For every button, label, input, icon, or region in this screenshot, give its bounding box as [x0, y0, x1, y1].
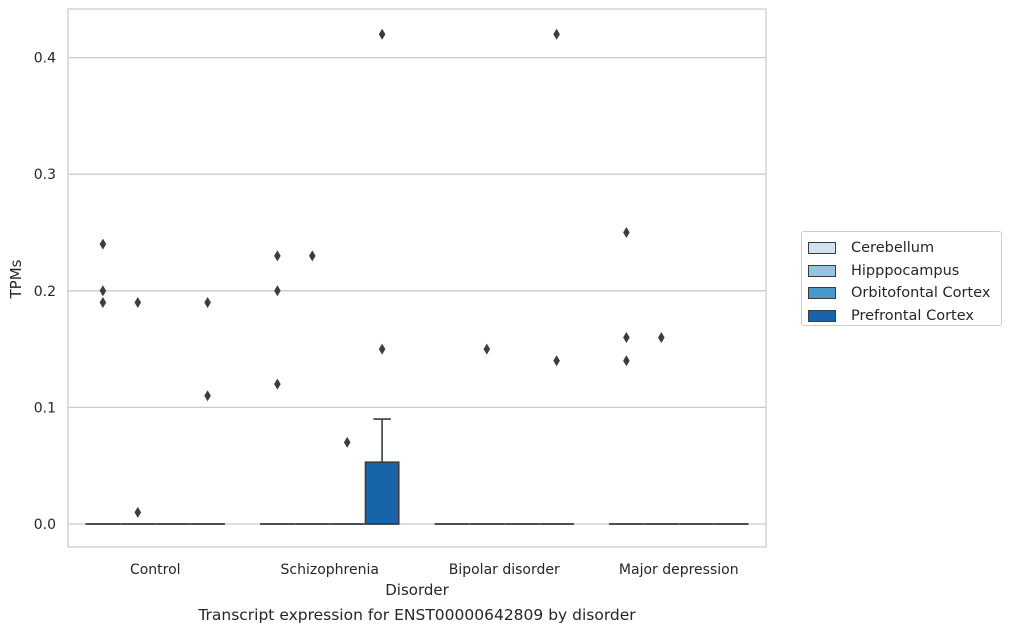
legend-label: Prefrontal Cortex: [851, 307, 974, 324]
y-tick-label: 0.1: [34, 400, 56, 416]
outlier-point: [274, 378, 281, 390]
legend-label: Orbitofontal Cortex: [851, 285, 991, 302]
outlier-point: [99, 238, 107, 250]
box-group: [190, 296, 226, 525]
box-group: [364, 28, 400, 525]
x-axis-title: Disorder: [385, 581, 449, 599]
y-tick-label: 0.4: [34, 51, 56, 67]
outlier-point: [343, 436, 351, 448]
box-group: [643, 331, 679, 525]
outlier-point: [309, 250, 316, 262]
outlier-point: [553, 28, 560, 40]
box-group: [85, 238, 121, 525]
legend-label: Hipppocampus: [851, 262, 960, 279]
y-tick-label: 0.0: [34, 517, 56, 533]
outlier-point: [483, 343, 491, 355]
plot-frame: [67, 8, 767, 548]
outlier-point: [134, 296, 142, 308]
box-group: [608, 227, 644, 525]
outlier-point: [99, 285, 107, 297]
box-group: [329, 436, 365, 525]
outlier-point: [378, 28, 386, 40]
outlier-point: [378, 343, 386, 355]
figure-caption: Transcript expression for ENST0000064280…: [198, 606, 636, 624]
legend-item: Cerebellum: [808, 237, 1001, 260]
y-axis-ticks: 0.0 0.1 0.2 0.3 0.4: [34, 51, 56, 533]
x-tick-label: Bipolar disorder: [449, 562, 560, 578]
y-axis-title: TPMs: [7, 259, 25, 299]
outlier-point: [204, 390, 211, 402]
legend-swatch: [808, 309, 836, 322]
x-tick-label: Control: [130, 562, 181, 578]
legend-item: Hipppocampus: [808, 260, 1001, 283]
outlier-point: [204, 296, 211, 308]
outlier-point: [553, 355, 560, 367]
box-group: [539, 28, 575, 525]
outlier-point: [623, 331, 630, 343]
legend-item: Prefrontal Cortex: [808, 305, 1001, 328]
outlier-point: [134, 506, 142, 518]
y-tick-label: 0.2: [34, 284, 56, 300]
outlier-point: [623, 355, 630, 367]
outlier-point: [658, 331, 665, 343]
outlier-point: [623, 227, 630, 238]
box-marks: [85, 28, 749, 525]
x-tick-label: Schizophrenia: [281, 562, 379, 578]
legend: Cerebellum Hipppocampus Orbitofontal Corte…: [801, 231, 1002, 326]
outlier-point: [99, 296, 107, 308]
legend-swatch: [808, 287, 836, 300]
box-group: [469, 343, 505, 525]
legend-swatch: [808, 264, 836, 277]
x-axis-ticks: Control Schizophrenia Bipolar disorder Majo…: [130, 562, 739, 578]
box-group: [120, 296, 156, 525]
box: [364, 461, 400, 525]
y-tick-label: 0.3: [34, 167, 56, 183]
box-group: [259, 250, 295, 525]
x-tick-label: Major depression: [619, 562, 739, 578]
legend-item: Orbitofontal Cortex: [808, 282, 1001, 305]
box-group: [294, 250, 330, 525]
legend-label: Cerebellum: [851, 240, 935, 257]
outlier-point: [274, 250, 281, 262]
y-gridlines: [68, 56, 766, 525]
legend-swatch: [808, 242, 836, 255]
outlier-point: [274, 285, 281, 297]
